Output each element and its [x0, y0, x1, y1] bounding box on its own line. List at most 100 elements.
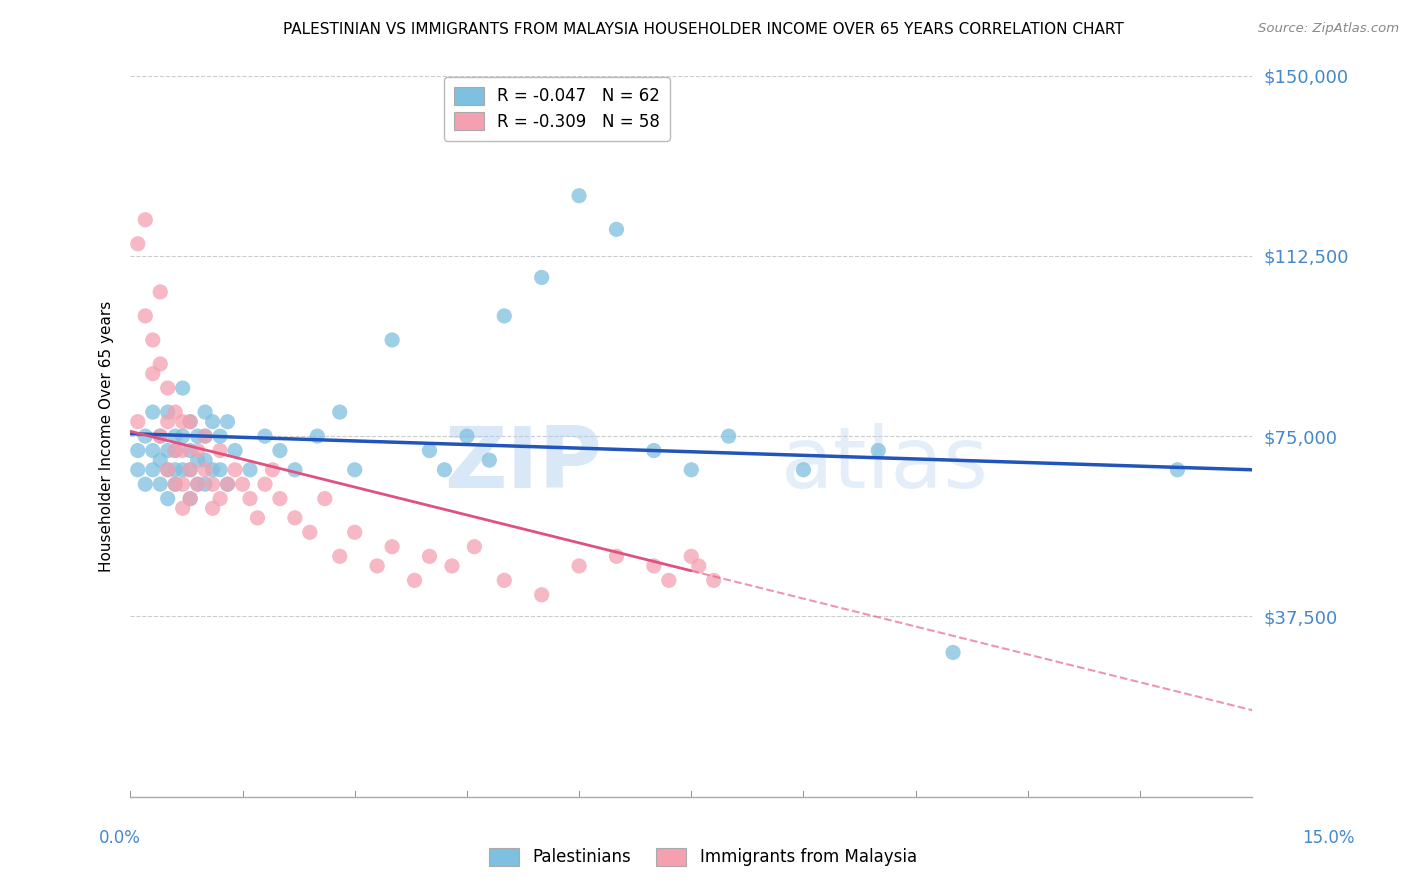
Point — [209, 463, 232, 477]
Point — [194, 429, 217, 443]
Point — [307, 429, 329, 443]
Point — [165, 429, 187, 443]
Point — [156, 415, 179, 429]
Point — [172, 477, 194, 491]
Point — [179, 491, 201, 506]
Point — [253, 429, 276, 443]
Point — [179, 415, 201, 429]
Point — [209, 491, 232, 506]
Point — [127, 463, 149, 477]
Point — [418, 443, 440, 458]
Point — [127, 415, 149, 429]
Point — [127, 443, 149, 458]
Point — [165, 443, 187, 458]
Point — [868, 443, 890, 458]
Point — [792, 463, 814, 477]
Point — [156, 491, 179, 506]
Point — [478, 453, 501, 467]
Point — [494, 309, 516, 323]
Point — [605, 549, 627, 564]
Point — [156, 463, 179, 477]
Point — [530, 588, 553, 602]
Point — [605, 222, 627, 236]
Point — [343, 525, 366, 540]
Point — [149, 453, 172, 467]
Point — [246, 511, 269, 525]
Point — [643, 443, 665, 458]
Point — [456, 429, 478, 443]
Point — [688, 558, 710, 573]
Point — [142, 333, 165, 347]
Point — [134, 477, 156, 491]
Point — [172, 429, 194, 443]
Point — [127, 236, 149, 251]
Point — [681, 549, 703, 564]
Point — [418, 549, 440, 564]
Point — [314, 491, 336, 506]
Point — [194, 453, 217, 467]
Text: 15.0%: 15.0% — [1302, 829, 1355, 847]
Point — [298, 525, 321, 540]
Point — [172, 415, 194, 429]
Point — [269, 491, 291, 506]
Point — [156, 443, 179, 458]
Point — [494, 574, 516, 588]
Point — [717, 429, 740, 443]
Point — [703, 574, 725, 588]
Point — [134, 429, 156, 443]
Point — [187, 429, 209, 443]
Point — [1166, 463, 1188, 477]
Point — [231, 477, 253, 491]
Point — [172, 381, 194, 395]
Point — [142, 405, 165, 419]
Point — [217, 477, 239, 491]
Point — [366, 558, 388, 573]
Point — [201, 501, 224, 516]
Point — [201, 463, 224, 477]
Point — [172, 443, 194, 458]
Point — [142, 443, 165, 458]
Point — [149, 429, 172, 443]
Point — [224, 463, 246, 477]
Point — [134, 212, 156, 227]
Point — [179, 463, 201, 477]
Point — [942, 645, 965, 659]
Point — [149, 477, 172, 491]
Point — [165, 477, 187, 491]
Point — [209, 443, 232, 458]
Point — [217, 477, 239, 491]
Point — [142, 463, 165, 477]
Point — [179, 443, 201, 458]
Point — [643, 558, 665, 573]
Point — [179, 415, 201, 429]
Point — [149, 357, 172, 371]
Point — [440, 558, 463, 573]
Point — [681, 463, 703, 477]
Point — [381, 333, 404, 347]
Text: 0.0%: 0.0% — [98, 829, 141, 847]
Point — [530, 270, 553, 285]
Point — [134, 309, 156, 323]
Point — [179, 491, 201, 506]
Point — [156, 463, 179, 477]
Point — [187, 443, 209, 458]
Point — [568, 188, 591, 202]
Text: PALESTINIAN VS IMMIGRANTS FROM MALAYSIA HOUSEHOLDER INCOME OVER 65 YEARS CORRELA: PALESTINIAN VS IMMIGRANTS FROM MALAYSIA … — [283, 22, 1123, 37]
Point — [165, 463, 187, 477]
Point — [329, 405, 352, 419]
Point — [658, 574, 681, 588]
Point — [224, 443, 246, 458]
Text: Source: ZipAtlas.com: Source: ZipAtlas.com — [1258, 22, 1399, 36]
Point — [217, 415, 239, 429]
Point — [568, 558, 591, 573]
Point — [187, 477, 209, 491]
Point — [156, 405, 179, 419]
Point — [142, 367, 165, 381]
Point — [404, 574, 426, 588]
Point — [165, 477, 187, 491]
Point — [149, 285, 172, 299]
Point — [329, 549, 352, 564]
Point — [194, 463, 217, 477]
Point — [253, 477, 276, 491]
Point — [194, 405, 217, 419]
